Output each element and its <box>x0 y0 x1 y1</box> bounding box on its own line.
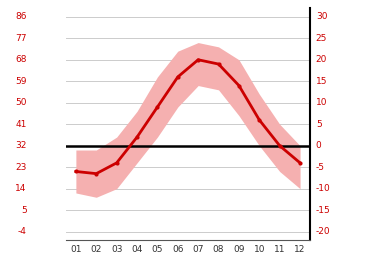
Text: -15: -15 <box>316 206 331 215</box>
Text: -5: -5 <box>316 163 325 172</box>
Text: 77: 77 <box>15 34 27 43</box>
Text: 14: 14 <box>15 184 27 193</box>
Text: 23: 23 <box>15 163 27 172</box>
Text: -10: -10 <box>316 184 331 193</box>
Text: 41: 41 <box>15 120 27 129</box>
Text: 20: 20 <box>316 55 327 64</box>
Text: 5: 5 <box>21 206 27 215</box>
Text: -20: -20 <box>316 227 330 236</box>
Text: 5: 5 <box>316 120 322 129</box>
Text: 32: 32 <box>15 141 27 150</box>
Text: 50: 50 <box>15 98 27 107</box>
Text: 86: 86 <box>15 12 27 21</box>
Text: 68: 68 <box>15 55 27 64</box>
Text: 0: 0 <box>316 141 322 150</box>
Text: -4: -4 <box>18 227 27 236</box>
Text: 15: 15 <box>316 77 327 86</box>
Text: 59: 59 <box>15 77 27 86</box>
Text: 25: 25 <box>316 34 327 43</box>
Text: 30: 30 <box>316 12 327 21</box>
Text: 10: 10 <box>316 98 327 107</box>
